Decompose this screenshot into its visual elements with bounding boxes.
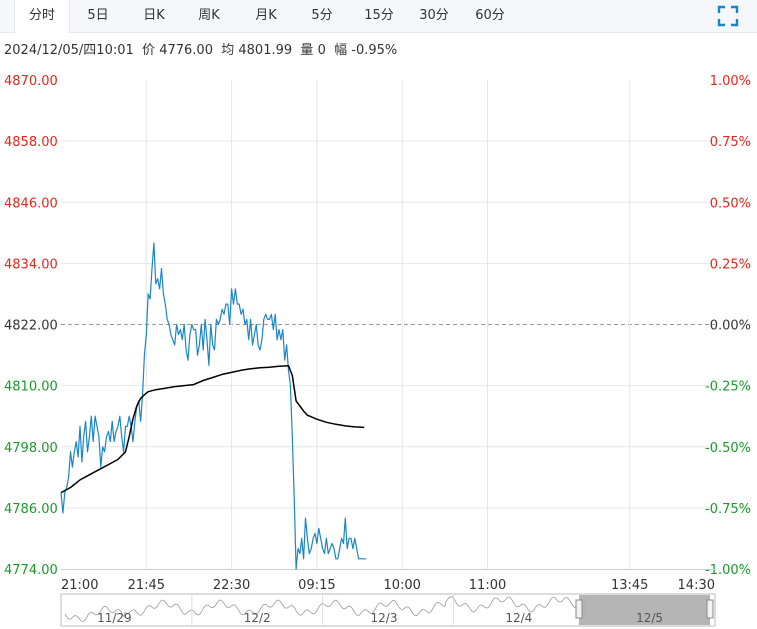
y-pct-tick-label: 0.00% bbox=[710, 319, 751, 334]
y-tick-label: 4774.00 bbox=[4, 563, 58, 578]
y-pct-tick-label: 1.00% bbox=[710, 74, 751, 89]
x-tick-label: 22:30 bbox=[213, 578, 250, 593]
expand-icon[interactable] bbox=[717, 5, 739, 27]
x-tick-label: 21:00 bbox=[61, 578, 98, 593]
x-tick-label: 14:30 bbox=[678, 578, 715, 593]
y-tick-label: 4822.00 bbox=[4, 319, 58, 334]
tab-5min[interactable]: 5分 bbox=[311, 8, 333, 23]
y-tick-label: 4834.00 bbox=[4, 257, 58, 272]
navigator-date-label: 12/5 bbox=[636, 611, 663, 625]
navigator-date-label: 12/4 bbox=[505, 611, 532, 625]
y-pct-tick-label: 0.25% bbox=[710, 257, 751, 272]
y-tick-label: 4798.00 bbox=[4, 441, 58, 456]
x-tick-label: 11:00 bbox=[469, 578, 506, 593]
tab-15min[interactable]: 15分 bbox=[364, 8, 394, 23]
y-tick-label: 4870.00 bbox=[4, 74, 58, 89]
intraday-chart: 4870.00 1.00% 4858.00 0.75% 4846.00 0.50% 4834… bbox=[4, 74, 751, 627]
y-pct-tick-label: -0.50% bbox=[705, 441, 751, 456]
price-value: 4776.00 bbox=[159, 43, 213, 58]
quote-datetime: 2024/12/05/四10:01 bbox=[4, 43, 134, 58]
tab-weekly-k[interactable]: 周K bbox=[198, 8, 220, 23]
x-tick-label: 09:15 bbox=[298, 578, 335, 593]
x-tick-label: 10:00 bbox=[383, 578, 420, 593]
volume-label: 量 bbox=[300, 43, 314, 58]
volume-value: 0 bbox=[317, 43, 326, 58]
navigator-selection[interactable] bbox=[579, 595, 710, 625]
y-pct-tick-label: -0.25% bbox=[705, 380, 751, 395]
price-label: 价 bbox=[142, 43, 156, 58]
x-tick-label: 21:45 bbox=[128, 578, 165, 593]
average-label: 均 bbox=[221, 43, 235, 58]
y-pct-tick-label: 0.75% bbox=[710, 135, 751, 150]
y-tick-label: 4858.00 bbox=[4, 135, 58, 150]
tab-5day[interactable]: 5日 bbox=[87, 8, 109, 23]
navigator-waveform bbox=[64, 596, 586, 622]
change-label: 幅 bbox=[334, 43, 348, 58]
navigator-date-label: 12/3 bbox=[371, 611, 398, 625]
tab-daily-k[interactable]: 日K bbox=[143, 8, 165, 23]
price-line bbox=[60, 242, 367, 570]
x-tick-label: 13:45 bbox=[611, 578, 648, 593]
navigator-date-label: 11/29 bbox=[97, 611, 132, 625]
tab-60min[interactable]: 60分 bbox=[475, 8, 505, 23]
average-value: 4801.99 bbox=[238, 43, 293, 58]
y-tick-label: 4786.00 bbox=[4, 502, 58, 517]
navigator-date-label: 12/2 bbox=[244, 611, 271, 625]
tab-intraday[interactable]: 分时 bbox=[14, 0, 70, 33]
y-pct-tick-label: 0.50% bbox=[710, 196, 751, 211]
tab-monthly-k[interactable]: 月K bbox=[255, 8, 277, 23]
change-value: -0.95% bbox=[351, 43, 398, 58]
navigator-right-handle[interactable] bbox=[706, 599, 714, 619]
period-tab-bar: 分时 5日 日K 周K 月K 5分 15分 30分 60分 bbox=[0, 0, 757, 33]
tab-30min[interactable]: 30分 bbox=[419, 8, 449, 23]
y-pct-tick-label: -0.75% bbox=[705, 502, 751, 517]
quote-info-bar: 2024/12/05/四10:01 价 4776.00 均 4801.99 量 … bbox=[4, 39, 397, 58]
y-tick-label: 4810.00 bbox=[4, 380, 58, 395]
y-tick-label: 4846.00 bbox=[4, 196, 58, 211]
navigator-left-handle[interactable] bbox=[575, 599, 583, 619]
average-price-line bbox=[60, 365, 365, 494]
y-pct-tick-label: -1.00% bbox=[705, 563, 751, 578]
